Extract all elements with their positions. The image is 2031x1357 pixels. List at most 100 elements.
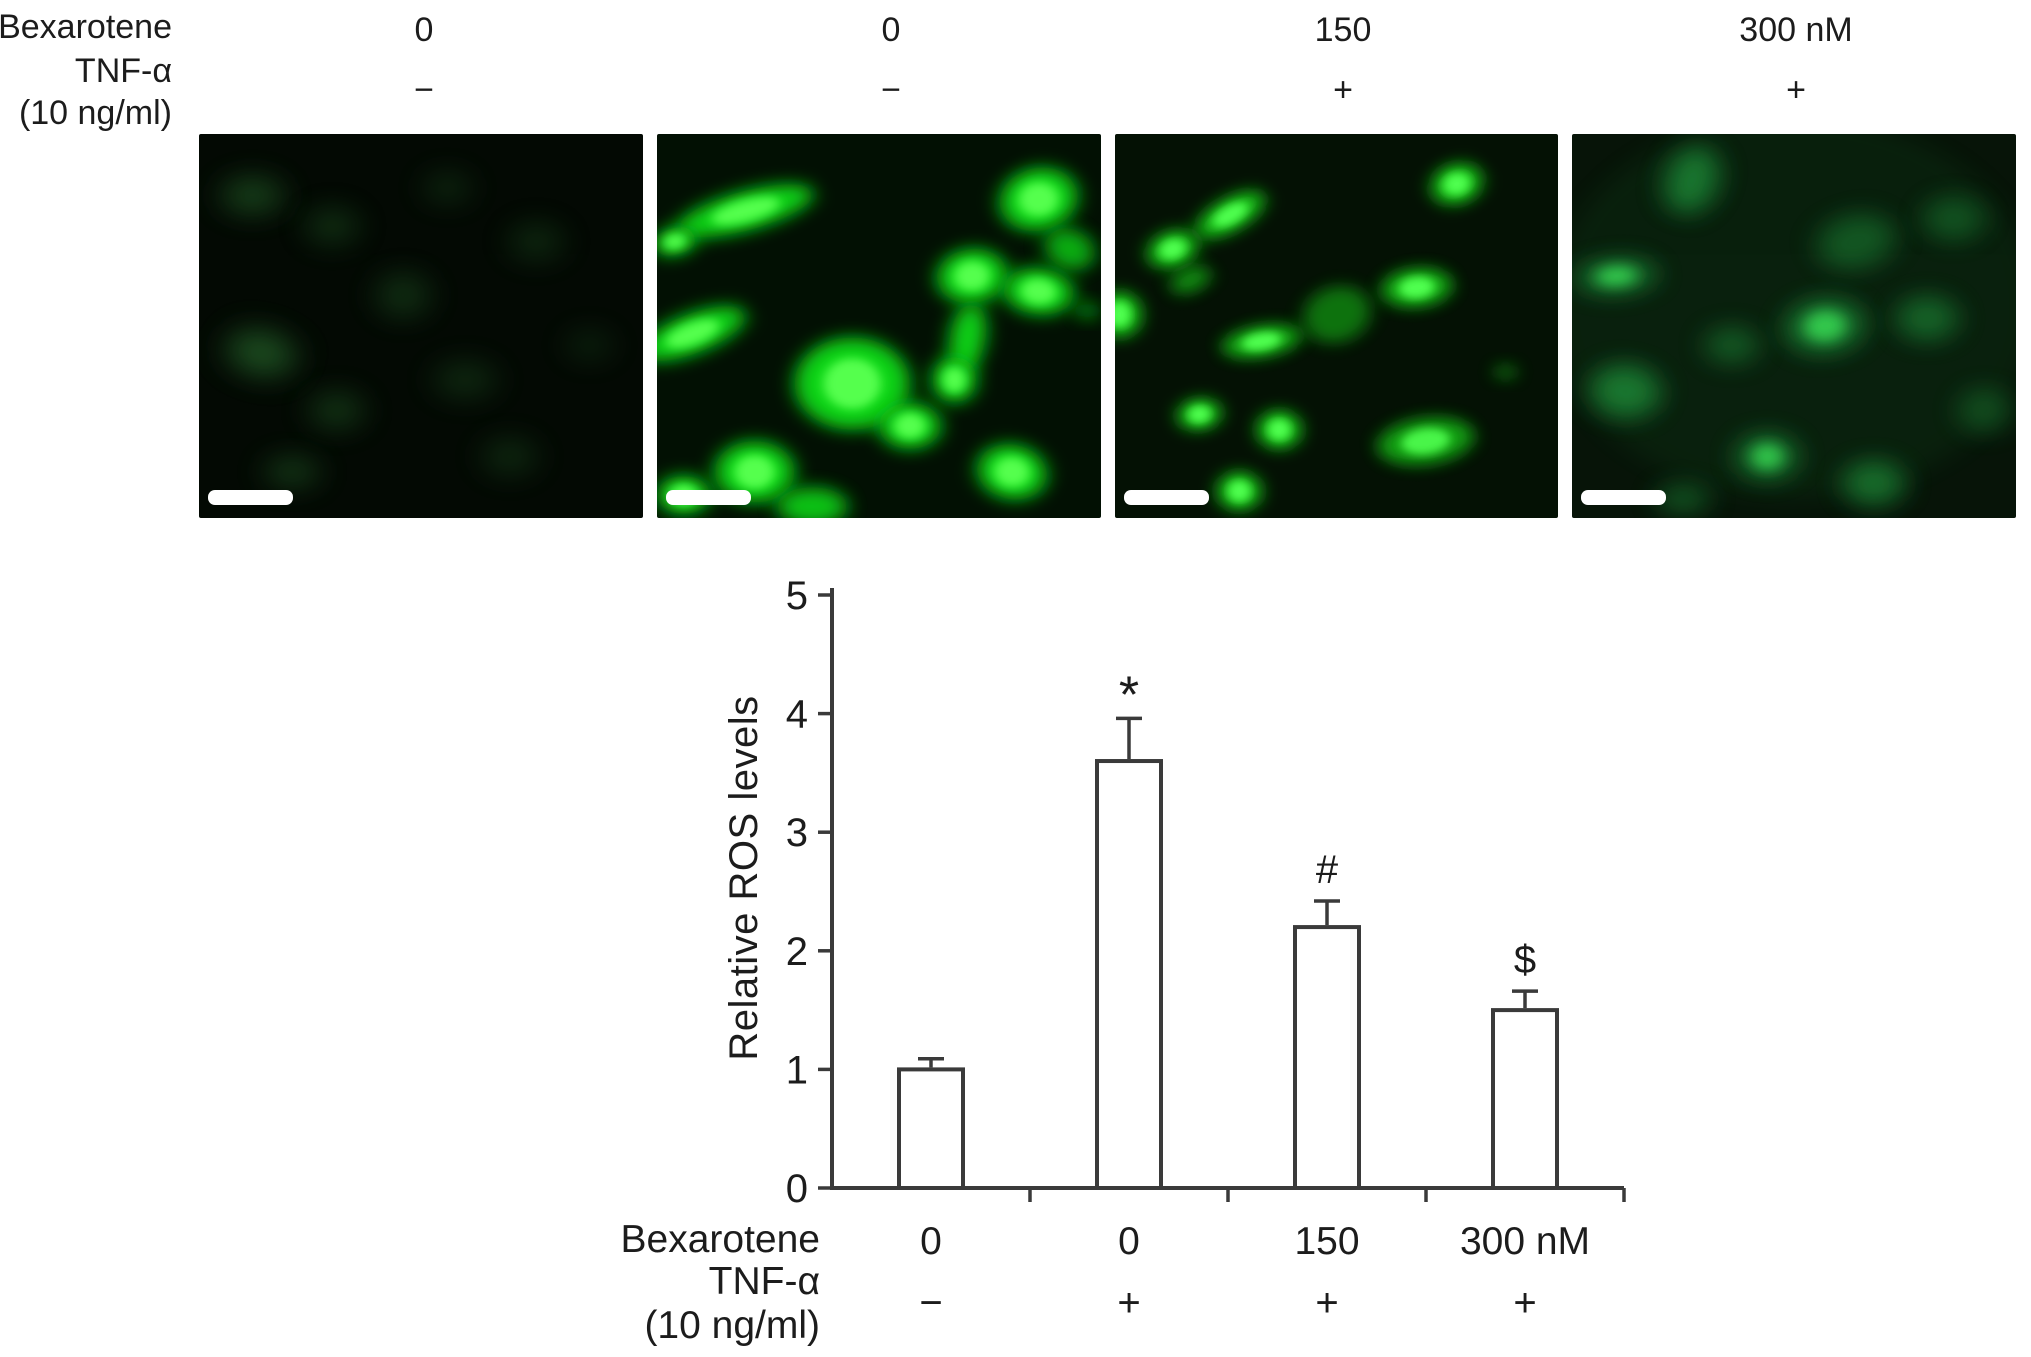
cell-blob-core: [734, 455, 775, 489]
cell-blob: [1896, 295, 1959, 342]
cell-blob-core: [1018, 182, 1059, 217]
scale-bar: [208, 490, 293, 505]
cell-blob: [1493, 364, 1517, 380]
cell-blob: [1078, 302, 1097, 319]
cell-blob: [567, 329, 612, 361]
significance-annotation: *: [1119, 666, 1139, 724]
y-tick-label: 0: [786, 1167, 808, 1211]
cell-blob-core: [1751, 443, 1784, 470]
treatment-label-tnf: TNF-α: [74, 52, 172, 90]
x-dose-label: 0: [920, 1220, 942, 1263]
significance-annotation: $: [1514, 938, 1536, 982]
bar: [1491, 1008, 1559, 1190]
cell-blob-core: [1212, 202, 1248, 227]
cell-blob-core: [1267, 419, 1290, 441]
header-tnf-sign: −: [881, 71, 901, 109]
fluorescence-image: [1572, 134, 2016, 515]
x-tnf-sign: +: [1117, 1281, 1140, 1325]
cell-blob-core: [1398, 276, 1434, 299]
cell-blob: [265, 456, 319, 488]
cell-blob: [1169, 266, 1211, 294]
treatment-label-bexarotene: Bexarotene: [0, 8, 172, 46]
cell-blob: [1044, 228, 1095, 271]
cell-blob: [376, 272, 430, 319]
x-axis-row-label-tnf-dose: (10 ng/ml): [644, 1304, 820, 1347]
x-axis-row-label-tnf: TNF-α: [708, 1260, 820, 1303]
cell-blob-core: [1020, 278, 1057, 305]
y-tick-label: 3: [786, 811, 808, 855]
header-dose-label: 0: [415, 11, 434, 49]
fluorescence-image: [1114, 163, 1517, 511]
cell-blob: [434, 360, 497, 399]
cell-blob: [1656, 483, 1710, 515]
fluorescence-image: [656, 167, 1097, 518]
scale-bar: [1581, 490, 1667, 505]
cell-blob: [776, 487, 848, 518]
cell-blob: [1842, 460, 1906, 507]
cell-blob: [1817, 213, 1896, 270]
cell-blob: [1302, 285, 1371, 344]
y-tick-label: 4: [786, 693, 808, 737]
cell-blob: [226, 328, 296, 377]
x-dose-label: 0: [1118, 1220, 1140, 1263]
cell-blob-core: [894, 413, 926, 439]
scale-bar: [665, 490, 751, 505]
x-tnf-sign: −: [919, 1281, 942, 1325]
cell-blob-core: [1241, 332, 1281, 351]
cell-blob: [305, 206, 359, 246]
y-tick-label: 1: [786, 1048, 808, 1092]
cell-blob-core: [711, 196, 780, 225]
treatment-label-tnf-dose: (10 ng/ml): [18, 94, 172, 132]
cell-blob-core: [942, 367, 966, 393]
bar: [1095, 759, 1163, 1190]
cell-blob: [948, 303, 986, 372]
header-dose-label: 0: [882, 11, 901, 49]
cell-blob: [1590, 364, 1661, 419]
cell-blob-core: [1159, 239, 1185, 260]
cell-blob: [1705, 326, 1759, 365]
x-dose-label: 150: [1294, 1220, 1359, 1263]
significance-annotation: #: [1316, 848, 1339, 892]
header-tnf-sign: +: [1333, 71, 1353, 109]
y-tick-label: 2: [786, 930, 808, 974]
cell-blob: [221, 176, 284, 215]
cell-blob-core: [1114, 301, 1131, 328]
cell-blob-core: [665, 319, 719, 348]
fluorescence-panel-4: [1572, 134, 2016, 518]
header-tnf-sign: −: [414, 71, 434, 109]
cell-blob-core: [954, 261, 990, 291]
cell-blob-core: [1227, 480, 1250, 502]
y-axis-label: Relative ROS levels: [722, 695, 766, 1061]
cell-blob: [309, 391, 364, 430]
cell-blob: [1958, 387, 2012, 434]
cell-blob-core: [1596, 266, 1637, 286]
cell-blob: [483, 437, 537, 476]
cell-blob-core: [1443, 173, 1470, 195]
x-tnf-sign: +: [1315, 1281, 1338, 1325]
cell-blob: [425, 172, 470, 204]
fluorescence-panel-1: [199, 134, 643, 518]
x-dose-label: 300 nM: [1460, 1220, 1590, 1263]
cell-blob: [509, 222, 563, 261]
bar: [1293, 925, 1361, 1191]
fluorescence-panel-3: [1114, 134, 1559, 518]
header-dose-label: 150: [1315, 11, 1372, 49]
y-tick-label: 5: [786, 574, 808, 618]
fluorescence-panel-2: [656, 134, 1101, 518]
cell-blob-core: [1400, 428, 1450, 455]
micrograph-panel-row: [199, 134, 2016, 518]
fluorescence-image: [221, 172, 612, 488]
header-tnf-sign: +: [1786, 71, 1806, 109]
scale-bar: [1123, 490, 1209, 505]
cell-blob-core: [823, 358, 881, 409]
cell-blob: [1664, 146, 1720, 214]
cell-blob-core: [1187, 405, 1210, 423]
cell-blob-core: [1805, 311, 1846, 341]
bar: [897, 1067, 965, 1191]
x-axis-row-label-bexarotene: Bexarotene: [620, 1218, 820, 1261]
cell-blob-core: [994, 457, 1030, 487]
cell-blob-core: [663, 233, 686, 250]
header-dose-label: 300 nM: [1739, 11, 1852, 49]
cell-blob: [1922, 195, 1985, 242]
